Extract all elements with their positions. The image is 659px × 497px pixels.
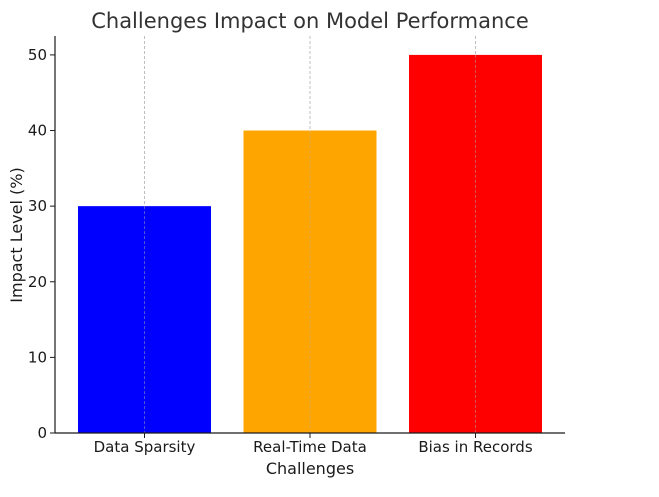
y-tick-label: 20 bbox=[28, 273, 47, 291]
x-axis-ticks: Data Sparsity Real-Time Data Bias in Recor… bbox=[94, 433, 533, 456]
y-axis-ticks: 0 10 20 30 40 50 bbox=[28, 46, 55, 442]
y-tick-label: 10 bbox=[28, 348, 47, 366]
y-tick-label: 0 bbox=[37, 424, 47, 442]
gridlines-front bbox=[144, 54, 476, 433]
x-tick-label: Bias in Records bbox=[418, 438, 533, 456]
chart-title: Challenges Impact on Model Performance bbox=[91, 9, 529, 33]
y-axis-title: Impact Level (%) bbox=[7, 167, 26, 302]
y-tick-label: 30 bbox=[28, 197, 47, 215]
x-tick-label: Real-Time Data bbox=[253, 438, 367, 456]
x-axis-title: Challenges bbox=[266, 459, 354, 478]
y-tick-label: 40 bbox=[28, 122, 47, 140]
x-tick-label: Data Sparsity bbox=[94, 438, 196, 456]
y-tick-label: 50 bbox=[28, 46, 47, 64]
